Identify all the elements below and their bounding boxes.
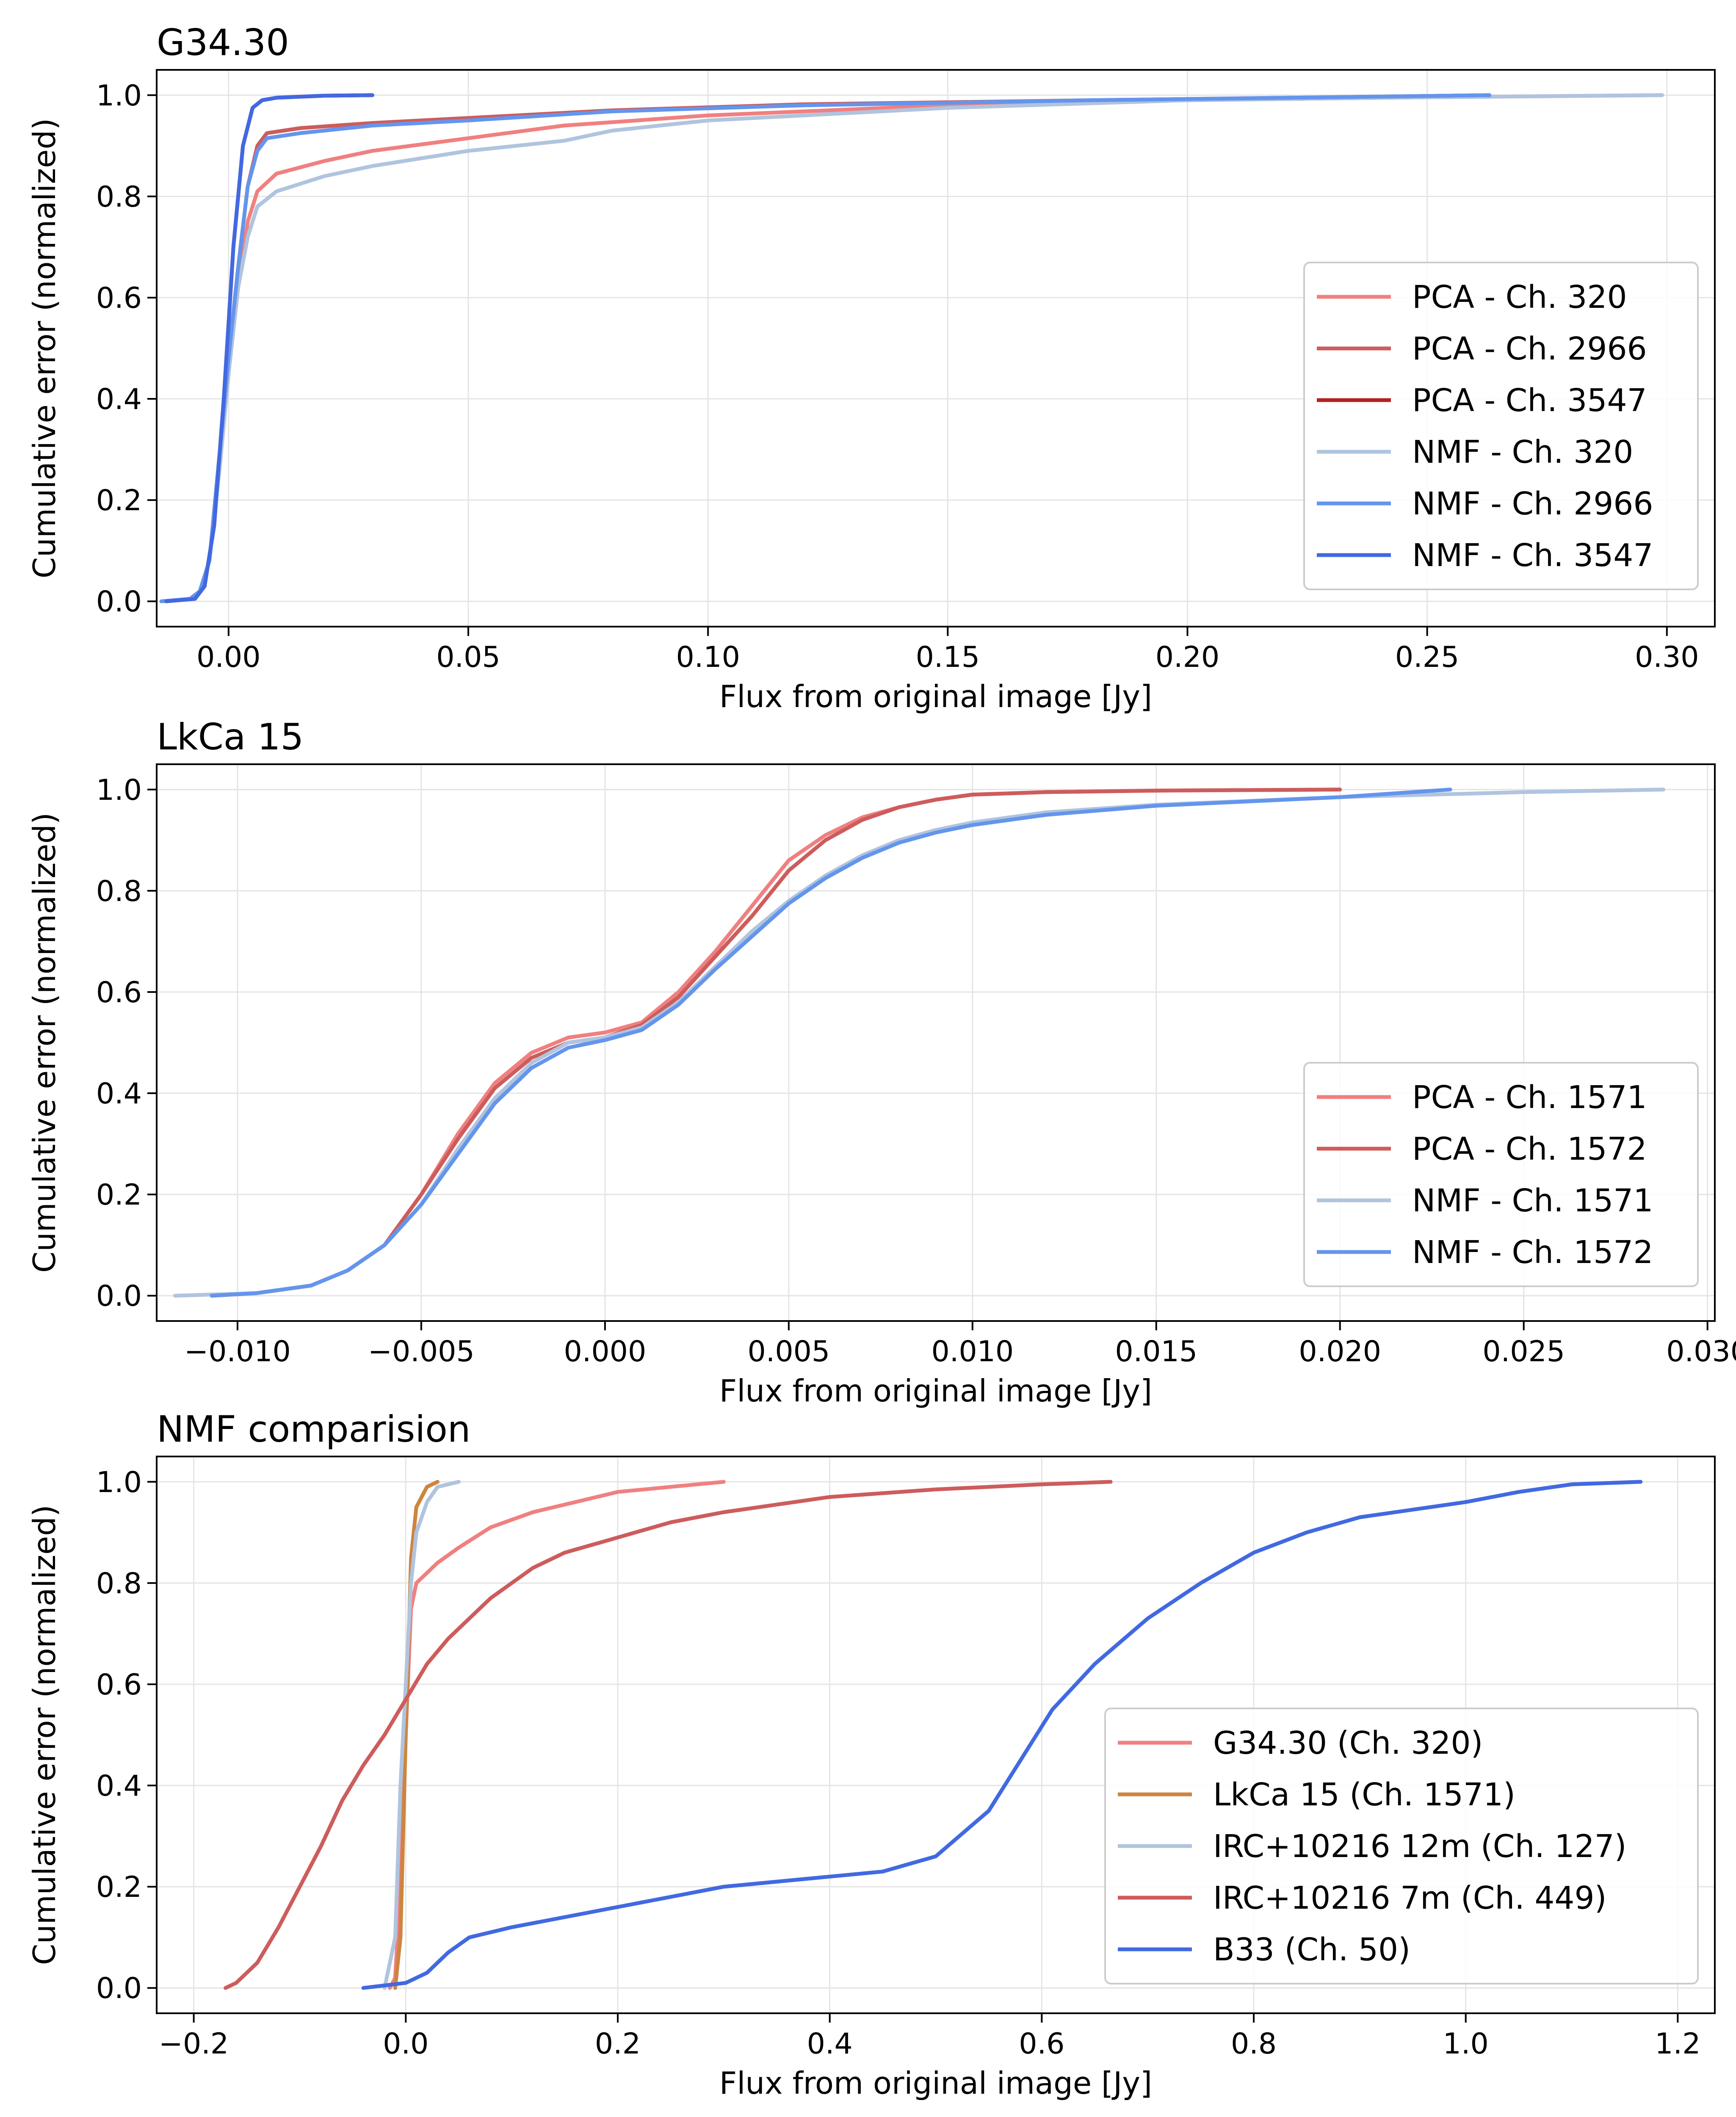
legend: PCA - Ch. 320 PCA - Ch. 2966 PCA - Ch. 354… xyxy=(1303,262,1699,590)
x-tick-label: 0.2 xyxy=(595,2027,641,2061)
x-tick-label: 0.015 xyxy=(1115,1335,1197,1368)
x-tick-label: 1.2 xyxy=(1655,2027,1700,2061)
legend-label: IRC+10216 12m (Ch. 127) xyxy=(1213,1828,1627,1865)
x-tick-label: 0.025 xyxy=(1482,1335,1565,1368)
y-tick-label: 1.0 xyxy=(96,774,142,807)
y-tick-label: 0.4 xyxy=(96,1077,142,1111)
x-tick-label: 0.10 xyxy=(676,641,740,674)
x-axis-label: Flux from original image [Jy] xyxy=(719,1373,1152,1409)
y-tick-label: 0.0 xyxy=(96,1972,142,2005)
y-tick-label: 0.8 xyxy=(96,875,142,908)
y-tick-label: 0.0 xyxy=(96,1280,142,1313)
series-line-4 xyxy=(224,1480,1113,1990)
legend-label: G34.30 (Ch. 320) xyxy=(1213,1725,1483,1761)
x-tick-label: 0.20 xyxy=(1155,641,1219,674)
y-axis-label: Cumulative error (normalized) xyxy=(27,118,62,578)
y-tick-label: 0.0 xyxy=(96,585,142,619)
x-axis-label: Flux from original image [Jy] xyxy=(719,2065,1152,2101)
legend-label: PCA - Ch. 3547 xyxy=(1412,382,1647,419)
legend-label: NMF - Ch. 320 xyxy=(1412,434,1633,470)
x-axis-label: Flux from original image [Jy] xyxy=(719,679,1152,714)
x-tick-label: 0.010 xyxy=(931,1335,1014,1368)
panel-1: 0.00 0.05 0.10 0.15 0.20 0.25 0.30 0.0 0.2 0.4 0.6… xyxy=(27,22,1716,714)
y-tick-label: 0.2 xyxy=(96,1871,142,1904)
series-line-5 xyxy=(159,93,1492,603)
x-tick-label: 0.030 xyxy=(1666,1335,1736,1368)
x-tick-label: −0.005 xyxy=(368,1335,475,1368)
y-tick-label: 0.2 xyxy=(96,484,142,517)
legend-label: NMF - Ch. 3547 xyxy=(1412,537,1653,574)
x-tick-label: 0.005 xyxy=(747,1335,830,1368)
y-tick-label: 1.0 xyxy=(96,1466,142,1499)
x-tick-label: 0.30 xyxy=(1635,641,1699,674)
x-tick-label: 0.15 xyxy=(916,641,980,674)
series-line-1 xyxy=(210,788,1342,1298)
legend-label: IRC+10216 7m (Ch. 449) xyxy=(1213,1880,1606,1916)
axes-frame xyxy=(156,69,1716,627)
y-tick-label: 0.6 xyxy=(96,1668,142,1702)
y-tick-label: 0.6 xyxy=(96,282,142,315)
legend-box xyxy=(1104,1708,1699,1984)
x-tick-label: −0.010 xyxy=(184,1335,291,1368)
x-tick-label: 0.00 xyxy=(196,641,260,674)
y-tick-label: 0.8 xyxy=(96,180,142,214)
axes-frame xyxy=(156,1456,1716,2014)
y-tick-label: 0.8 xyxy=(96,1567,142,1600)
legend-label: B33 (Ch. 50) xyxy=(1213,1932,1410,1968)
series-line-3 xyxy=(382,1480,461,1990)
y-tick-label: 1.0 xyxy=(96,79,142,113)
legend-label: PCA - Ch. 320 xyxy=(1412,279,1627,315)
x-tick-label: 0.6 xyxy=(1019,2027,1064,2061)
y-tick-label: 0.6 xyxy=(96,976,142,1009)
y-axis-label: Cumulative error (normalized) xyxy=(27,813,62,1273)
legend-box xyxy=(1303,1062,1699,1287)
series-line-6 xyxy=(164,93,374,603)
y-tick-label: 0.4 xyxy=(96,1769,142,1803)
x-tick-label: 0.020 xyxy=(1299,1335,1381,1368)
series-line-5 xyxy=(361,1480,1643,1990)
y-tick-label: 0.4 xyxy=(96,383,142,416)
panel-title: G34.30 xyxy=(157,22,289,64)
legend: G34.30 (Ch. 320) LkCa 15 (Ch. 1571) IRC+10… xyxy=(1104,1708,1699,1984)
panel-3: −0.2 0.0 0.2 0.4 0.6 0.8 1.0 1.2 0.0 0.2 0.4 0.6 0.8… xyxy=(27,1408,1716,2101)
series-line-4 xyxy=(210,788,1452,1298)
legend-label: NMF - Ch. 2966 xyxy=(1412,486,1653,522)
x-tick-label: 0.25 xyxy=(1395,641,1459,674)
series-line-2 xyxy=(393,1480,440,1990)
x-tick-label: 1.0 xyxy=(1443,2027,1489,2061)
axes-frame xyxy=(156,763,1716,1322)
x-tick-label: 0.000 xyxy=(564,1335,647,1368)
legend-label: NMF - Ch. 1572 xyxy=(1412,1234,1653,1271)
panel-2: −0.010 −0.005 0.000 0.005 0.010 0.015 0.020 0.0… xyxy=(27,716,1736,1409)
x-tick-label: −0.2 xyxy=(159,2027,229,2061)
y-axis-label: Cumulative error (normalized) xyxy=(27,1505,62,1965)
legend-label: NMF - Ch. 1571 xyxy=(1412,1183,1653,1219)
legend-label: PCA - Ch. 2966 xyxy=(1412,331,1647,367)
legend-label: PCA - Ch. 1571 xyxy=(1412,1079,1647,1116)
legend: PCA - Ch. 1571 PCA - Ch. 1572 NMF - Ch. 15… xyxy=(1303,1062,1699,1287)
y-tick-label: 0.2 xyxy=(96,1178,142,1212)
series-line-2 xyxy=(159,93,1492,603)
panel-title: NMF comparision xyxy=(157,1408,470,1451)
legend-label: PCA - Ch. 1572 xyxy=(1412,1131,1647,1167)
legend-label: LkCa 15 (Ch. 1571) xyxy=(1213,1777,1515,1813)
legend-box xyxy=(1303,262,1699,590)
x-tick-label: 0.0 xyxy=(383,2027,428,2061)
series-line-2 xyxy=(210,788,1342,1298)
x-tick-label: 0.4 xyxy=(807,2027,853,2061)
x-tick-label: 0.8 xyxy=(1231,2027,1277,2061)
x-tick-label: 0.05 xyxy=(436,641,500,674)
panel-title: LkCa 15 xyxy=(157,716,304,758)
